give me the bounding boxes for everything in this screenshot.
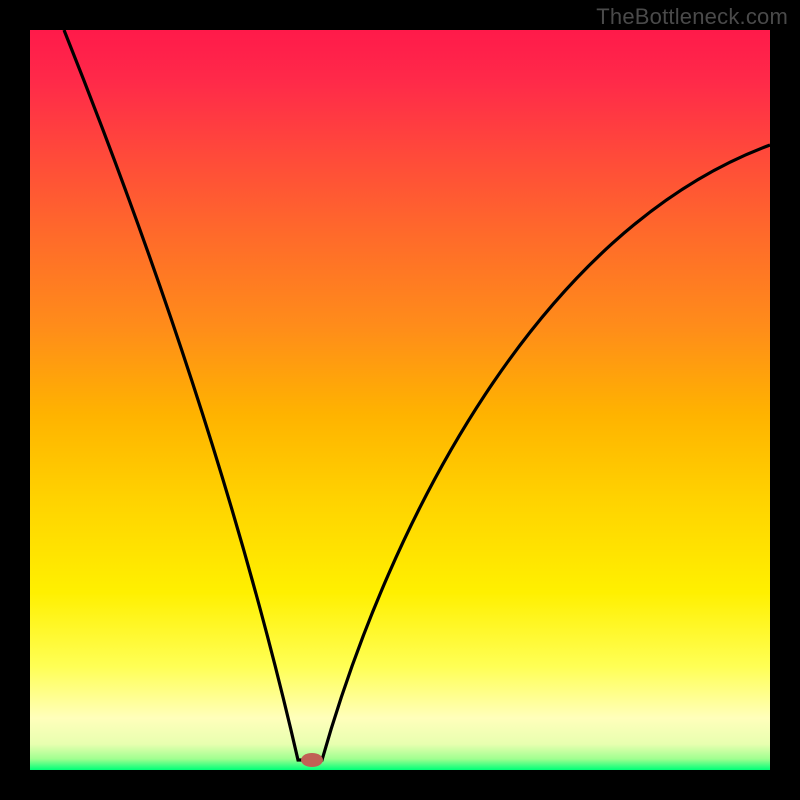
gradient-plot-area: [30, 30, 770, 770]
bottleneck-chart: [0, 0, 800, 800]
watermark-text: TheBottleneck.com: [596, 4, 788, 30]
optimal-point-marker: [301, 753, 323, 767]
